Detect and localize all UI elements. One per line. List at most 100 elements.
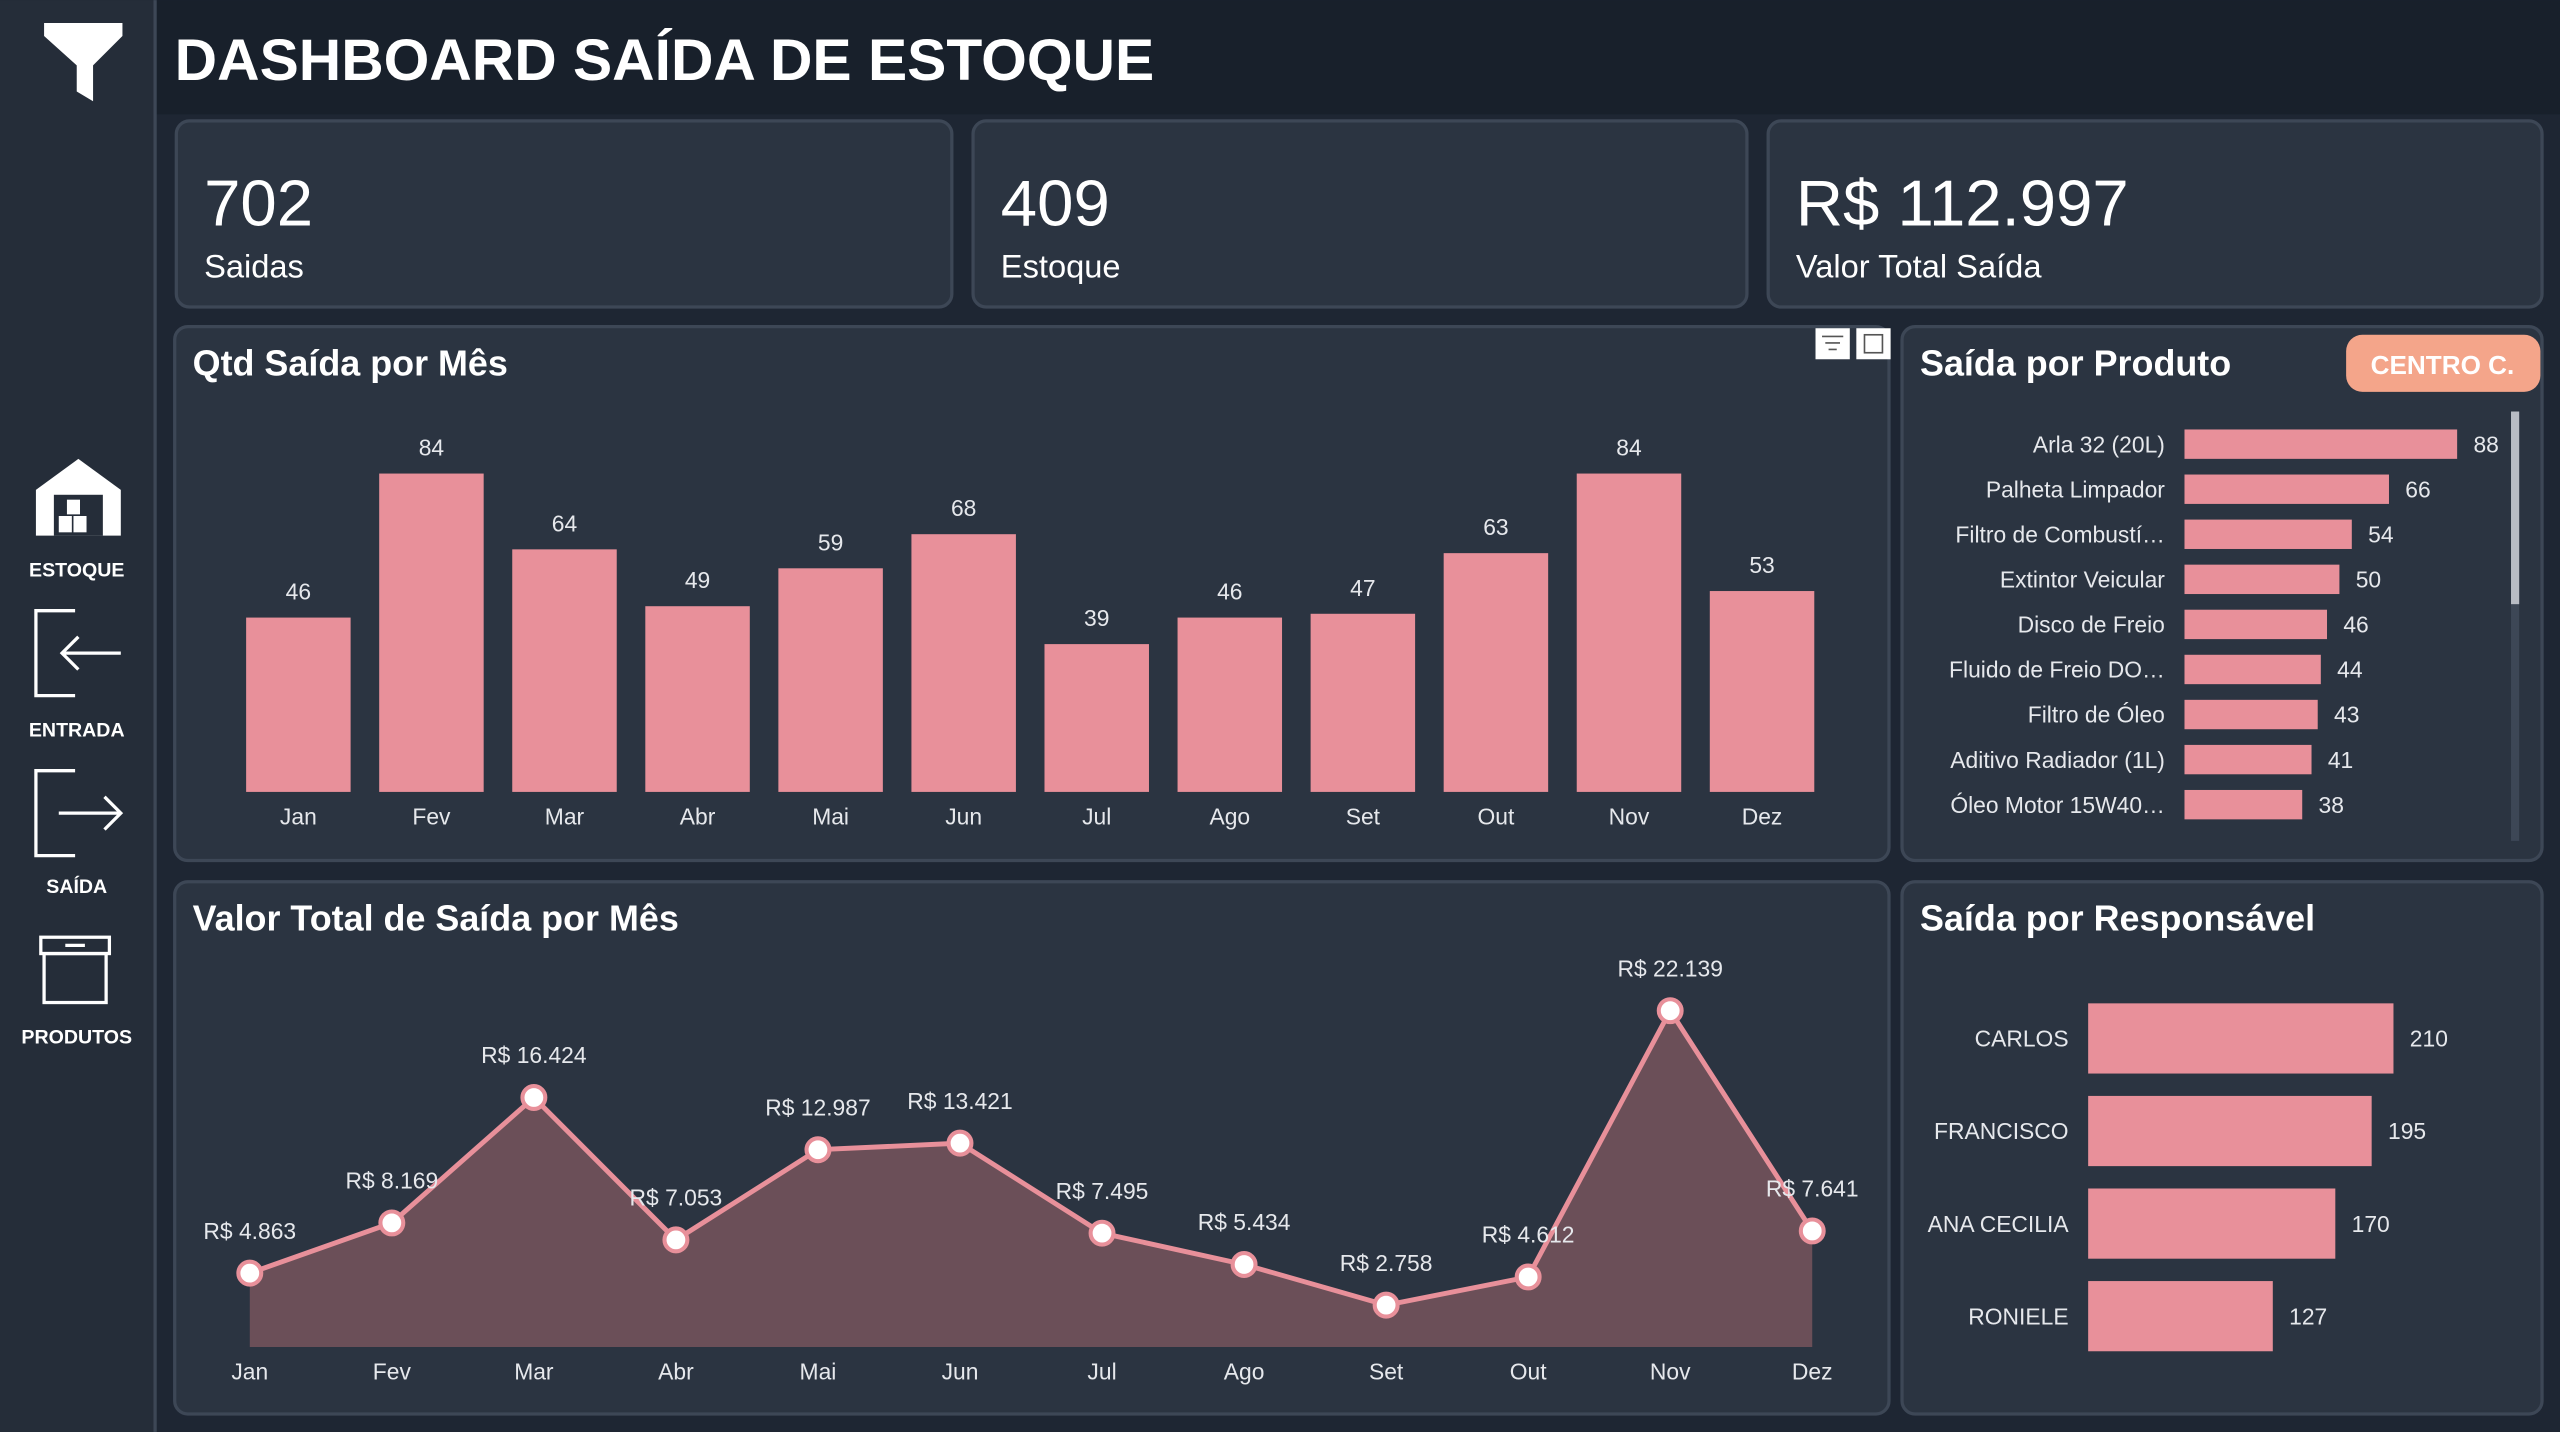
data-label: 54 <box>2368 521 2394 547</box>
scrollbar-track[interactable] <box>2511 411 2520 841</box>
x-tick-label: Dez <box>1742 804 1783 830</box>
y-tick-label: Óleo Motor 15W40… <box>1950 792 2165 818</box>
bar <box>2184 744 2312 775</box>
line <box>248 1005 1815 1308</box>
bar <box>512 549 617 792</box>
kpi-card <box>971 119 1749 309</box>
point <box>1514 1263 1542 1291</box>
x-tick-label: Fev <box>412 804 451 830</box>
kpi-label: Estoque <box>1001 248 1121 285</box>
bar <box>1709 591 1815 792</box>
point <box>1656 997 1684 1025</box>
y-tick-label: ANA CECILIA <box>1928 1211 2070 1237</box>
kpi-label: Saidas <box>204 248 304 285</box>
produtos-icon[interactable] <box>39 935 112 1005</box>
data-label: R$ 22.139 <box>1617 955 1722 981</box>
kpi-value: 702 <box>204 166 313 239</box>
bar <box>1310 613 1416 792</box>
chart-title: Valor Total de Saída por Mês <box>193 898 679 939</box>
data-label: 195 <box>2388 1118 2426 1144</box>
nav-label[interactable]: SAÍDA <box>46 875 107 898</box>
data-label: 41 <box>2328 747 2353 773</box>
data-label: 68 <box>951 495 976 521</box>
kpi-card <box>1766 119 2544 309</box>
y-tick-label: Disco de Freio <box>2018 612 2165 638</box>
data-label: 84 <box>1616 435 1642 461</box>
x-tick-label: Abr <box>680 804 716 830</box>
header-bar <box>155 0 2560 115</box>
data-label: R$ 13.421 <box>907 1088 1012 1114</box>
bar <box>2184 609 2328 640</box>
point <box>1798 1217 1826 1245</box>
y-tick-label: Aditivo Radiador (1L) <box>1950 747 2165 773</box>
y-tick-label: FRANCISCO <box>1934 1118 2069 1144</box>
bar <box>778 568 883 792</box>
kpi-card <box>174 119 954 309</box>
point <box>1372 1291 1400 1319</box>
y-tick-label: Filtro de Combustí… <box>1955 521 2164 547</box>
x-tick-label: Mar <box>545 804 585 830</box>
data-label: 88 <box>2473 431 2498 457</box>
chart-title: Qtd Saída por Mês <box>193 343 508 384</box>
data-label: R$ 7.495 <box>1056 1178 1149 1204</box>
data-label: R$ 16.424 <box>481 1042 587 1068</box>
x-tick-label: Jul <box>1087 1359 1116 1385</box>
data-label: R$ 7.641 <box>1766 1176 1859 1202</box>
estoque-icon[interactable] <box>35 458 121 536</box>
point <box>662 1226 690 1254</box>
data-label: R$ 8.169 <box>345 1168 438 1194</box>
nav-label[interactable]: ESTOQUE <box>29 559 124 581</box>
x-tick-label: Ago <box>1224 1359 1265 1385</box>
y-tick-label: Arla 32 (20L) <box>2033 431 2165 457</box>
point <box>1230 1250 1258 1278</box>
x-tick-label: Mai <box>812 804 849 830</box>
sidebar <box>0 0 156 1432</box>
point <box>804 1136 832 1164</box>
data-label: 84 <box>419 435 445 461</box>
bar <box>1177 617 1283 792</box>
point <box>236 1259 264 1287</box>
scrollbar-thumb[interactable] <box>2511 411 2520 605</box>
x-tick-label: Jan <box>231 1359 268 1385</box>
button-label[interactable]: CENTRO C. <box>2371 350 2515 380</box>
bar <box>2184 654 2321 685</box>
entrada-icon[interactable] <box>34 609 121 698</box>
point <box>378 1209 406 1237</box>
bar <box>2184 789 2303 820</box>
data-label: 43 <box>2334 702 2359 728</box>
kpi-value: 409 <box>1001 166 1110 239</box>
bar <box>2184 564 2340 595</box>
bar <box>1576 473 1682 792</box>
page-title: DASHBOARD SAÍDA DE ESTOQUE <box>175 27 1155 93</box>
nav-label[interactable]: ENTRADA <box>29 719 125 741</box>
y-tick-label: Palheta Limpador <box>1986 476 2165 502</box>
data-label: 49 <box>685 567 710 593</box>
bar <box>2088 1188 2336 1259</box>
bar <box>2184 429 2458 459</box>
bar <box>246 617 351 792</box>
bar <box>2184 474 2389 504</box>
x-tick-label: Jun <box>945 804 982 830</box>
visual-header-icons[interactable] <box>1815 328 1891 360</box>
data-label: R$ 4.863 <box>203 1218 296 1244</box>
data-label: 127 <box>2289 1303 2327 1329</box>
data-label: 63 <box>1483 514 1508 540</box>
data-label: 46 <box>1217 579 1242 605</box>
kpi-value: R$ 112.997 <box>1796 166 2129 239</box>
bar <box>911 534 1016 792</box>
nav-label[interactable]: PRODUTOS <box>21 1026 132 1048</box>
point <box>1088 1219 1116 1247</box>
data-label: R$ 12.987 <box>765 1094 870 1120</box>
filter-icon[interactable] <box>44 22 123 102</box>
x-tick-label: Set <box>1369 1359 1404 1385</box>
data-label: R$ 5.434 <box>1198 1209 1291 1235</box>
area <box>249 1010 1813 1348</box>
saida-icon[interactable] <box>34 769 124 858</box>
x-tick-label: Fev <box>373 1359 412 1385</box>
data-label: 59 <box>818 529 843 555</box>
x-tick-label: Jul <box>1082 804 1111 830</box>
filter-button[interactable] <box>2346 334 2541 392</box>
x-tick-label: Set <box>1346 804 1381 830</box>
x-tick-label: Jan <box>280 804 317 830</box>
bar <box>2088 1095 2372 1167</box>
